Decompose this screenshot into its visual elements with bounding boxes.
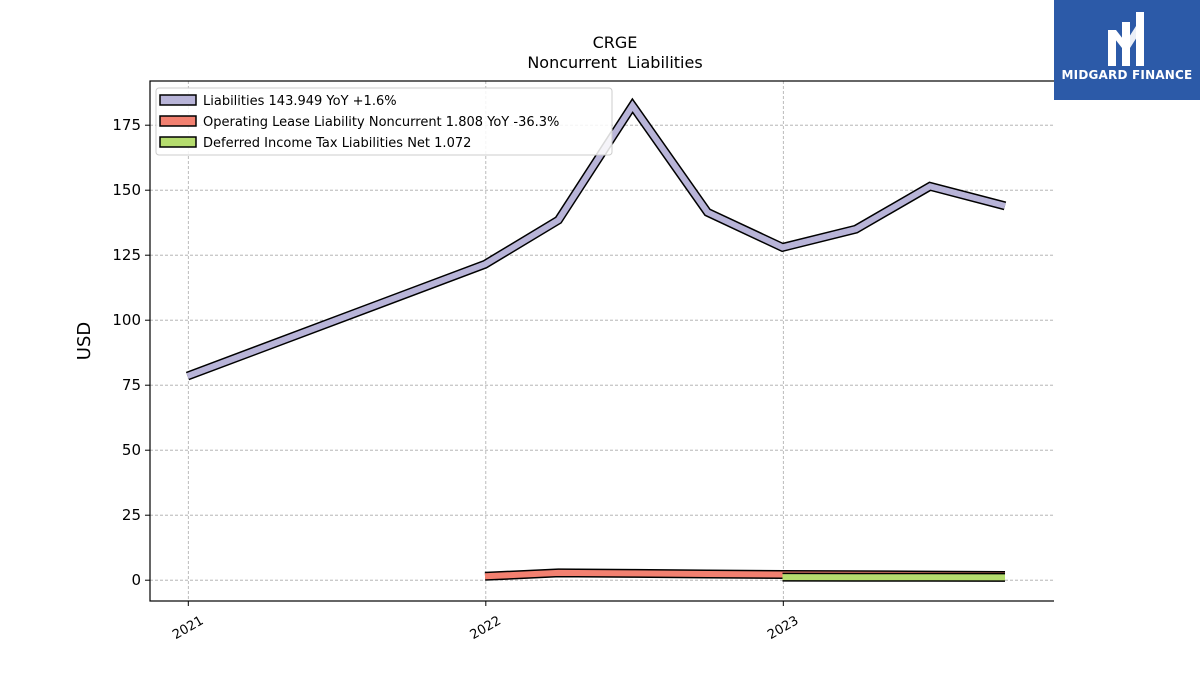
legend-box: [155, 87, 613, 156]
legend-label: Liabilities 143.949 YoY +1.6%: [203, 94, 397, 109]
y-tick-label: 125: [112, 246, 141, 264]
series-stroke: [186, 100, 1006, 379]
chart-title: CRGE: [593, 33, 638, 52]
x-tick-label: 2022: [468, 613, 504, 643]
x-tick-label: 2023: [765, 613, 801, 643]
legend-swatch: [159, 94, 197, 106]
x-tick-label: 2021: [170, 613, 206, 643]
grid-lines: [150, 81, 1054, 601]
legend-swatch: [159, 136, 197, 148]
y-axis: 0 25 50 75 100 125 150 175: [112, 116, 150, 589]
y-tick-label: 50: [122, 441, 141, 459]
line-chart: CRGE Noncurrent Liabilities 0 25 50 75 100 12…: [74, 33, 1054, 643]
legend-label: Deferred Income Tax Liabilities Net 1.07…: [203, 136, 471, 151]
legend-swatch: [159, 115, 197, 127]
x-axis: 2021 2022 2023: [170, 601, 801, 643]
legend-label: Operating Lease Liability Noncurrent 1.8…: [203, 115, 559, 130]
chart-subtitle: Noncurrent Liabilities: [527, 53, 702, 72]
plot-frame: [149, 80, 1054, 602]
y-tick-label: 100: [112, 311, 141, 329]
series-3-line: [782, 572, 1006, 582]
series-layer: [185, 97, 1007, 582]
brand-logo: MIDGARD FINANCE: [1054, 0, 1200, 100]
y-tick-label: 175: [112, 116, 141, 134]
midgard-finance-logo-icon: [1108, 12, 1144, 66]
y-tick-label: 25: [122, 506, 141, 524]
y-tick-label: 150: [112, 181, 141, 199]
y-tick-label: 75: [122, 376, 141, 394]
series-1-line: [185, 97, 1007, 381]
legend: Liabilities 143.949 YoY +1.6% Operating L…: [155, 87, 613, 156]
y-tick-label: 0: [131, 571, 141, 589]
y-axis-label: USD: [74, 322, 95, 360]
brand-name: MIDGARD FINANCE: [1061, 68, 1193, 82]
